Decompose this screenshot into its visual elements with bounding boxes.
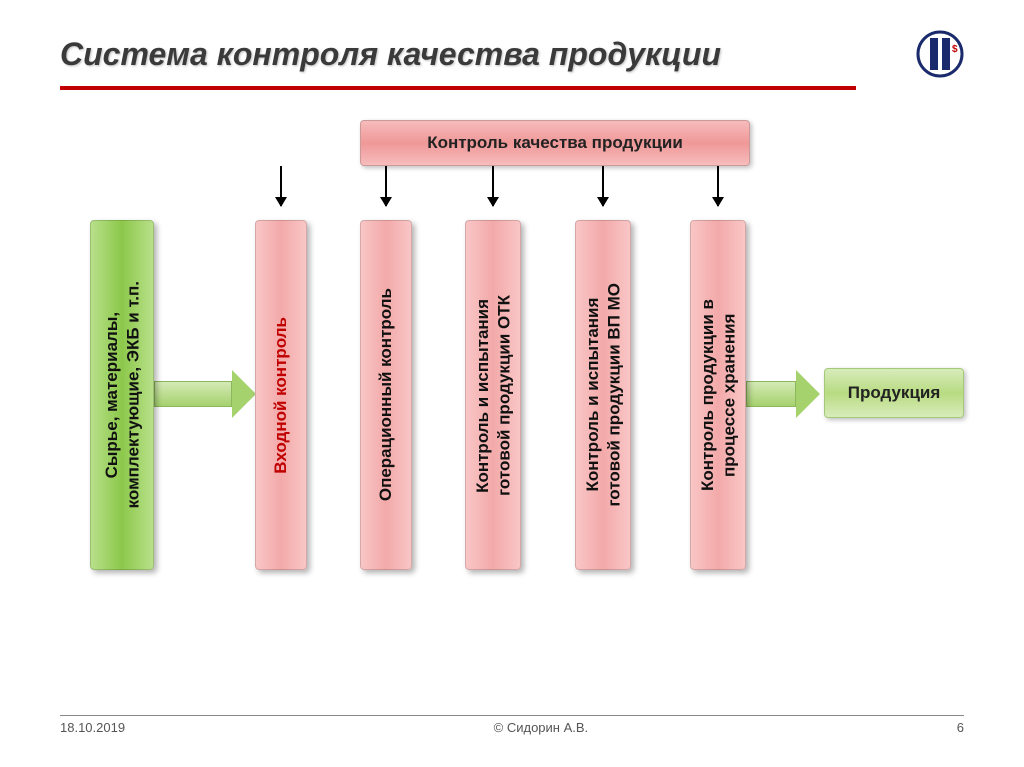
- down-arrow-icon: [602, 166, 604, 206]
- flow-arrow-1: [154, 370, 256, 418]
- footer-author: © Сидорин А.В.: [494, 720, 589, 739]
- column-label: Операционный контроль: [375, 288, 396, 501]
- column-label: Контроль и испытания готовой продукции О…: [472, 295, 515, 496]
- column-storage: Контроль продукции в процессе хранения: [690, 220, 746, 570]
- product-box: Продукция: [824, 368, 964, 418]
- column-vpmo: Контроль и испытания готовой продукции В…: [575, 220, 631, 570]
- diagram: Контроль качества продукции Сырье, матер…: [60, 120, 964, 600]
- column-label: Сырье, материалы, комплектующие, ЭКБ и т…: [101, 281, 144, 508]
- arrow-head-icon: [232, 370, 256, 418]
- column-otk: Контроль и испытания готовой продукции О…: [465, 220, 521, 570]
- svg-text:$: $: [952, 44, 958, 55]
- top-box: Контроль качества продукции: [360, 120, 750, 166]
- column-operational: Операционный контроль: [360, 220, 412, 570]
- column-label: Контроль продукции в процессе хранения: [697, 299, 740, 491]
- header: Система контроля качества продукции $: [60, 30, 964, 78]
- arrow-head-icon: [796, 370, 820, 418]
- arrow-shaft: [746, 381, 796, 407]
- down-arrow-icon: [385, 166, 387, 206]
- page-title: Система контроля качества продукции: [60, 36, 721, 73]
- slide: Система контроля качества продукции $ Ко…: [0, 0, 1024, 767]
- footer-date: 18.10.2019: [60, 720, 125, 739]
- column-label: Входной контроль: [270, 317, 291, 474]
- down-arrow-icon: [717, 166, 719, 206]
- title-divider: [60, 86, 856, 90]
- down-arrow-icon: [280, 166, 282, 206]
- logo-icon: $: [916, 30, 964, 78]
- flow-arrow-2: [746, 370, 820, 418]
- column-label: Контроль и испытания готовой продукции В…: [582, 283, 625, 507]
- logo: $: [916, 30, 964, 78]
- column-incoming: Входной контроль: [255, 220, 307, 570]
- down-arrow-icon: [492, 166, 494, 206]
- footer-page: 6: [957, 720, 964, 739]
- column-input: Сырье, материалы, комплектующие, ЭКБ и т…: [90, 220, 154, 570]
- arrow-shaft: [154, 381, 232, 407]
- footer: 18.10.2019 © Сидорин А.В. 6: [60, 715, 964, 739]
